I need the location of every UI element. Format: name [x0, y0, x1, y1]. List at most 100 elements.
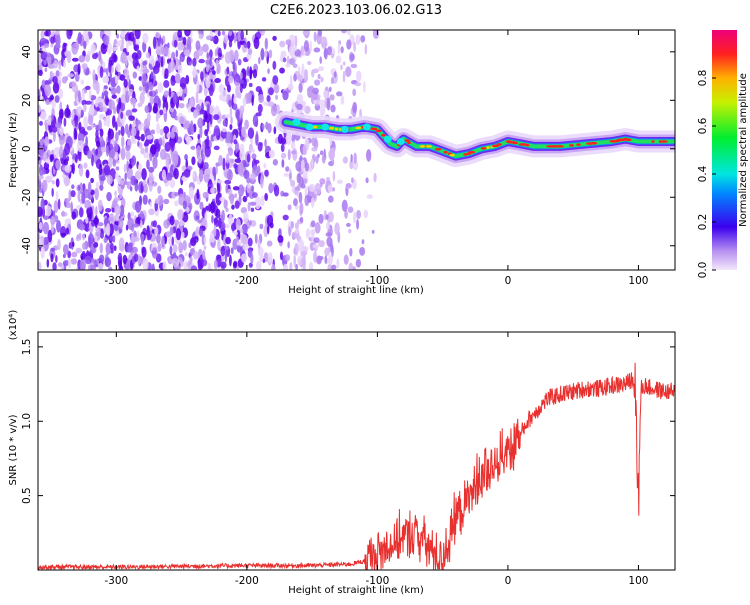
noise-speckle — [302, 168, 308, 182]
noise-speckle — [236, 241, 242, 246]
noise-speckle — [348, 262, 354, 270]
noise-speckle — [234, 200, 240, 209]
noise-speckle — [103, 237, 108, 244]
noise-speckle — [349, 159, 354, 170]
noise-speckle — [317, 37, 323, 42]
ridge-peak — [449, 153, 455, 157]
noise-speckle — [78, 223, 86, 231]
noise-speckle — [239, 246, 243, 257]
noise-speckle — [130, 97, 137, 106]
noise-speckle — [98, 163, 103, 176]
noise-speckle — [123, 67, 130, 78]
noise-speckle — [319, 104, 326, 117]
noise-speckle — [38, 43, 41, 51]
noise-speckle — [233, 95, 237, 105]
noise-speckle — [324, 255, 328, 264]
noise-speckle — [324, 47, 328, 60]
noise-speckle — [150, 129, 156, 135]
noise-speckle — [347, 206, 354, 214]
noise-speckle — [49, 95, 55, 101]
bottom-x-axis-label: Height of straight line (km) — [288, 585, 424, 596]
noise-speckle — [179, 86, 183, 98]
noise-speckle — [39, 120, 43, 126]
noise-speckle — [183, 168, 191, 178]
noise-speckle — [152, 65, 160, 75]
noise-speckle — [268, 87, 274, 96]
noise-speckle — [78, 163, 84, 177]
noise-speckle — [260, 171, 264, 184]
noise-speckle — [51, 126, 58, 133]
noise-speckle — [97, 199, 103, 212]
noise-speckle — [165, 156, 170, 170]
noise-speckle — [43, 236, 49, 245]
noise-speckle — [327, 211, 334, 223]
noise-speckle — [121, 37, 125, 50]
noise-speckle — [116, 85, 121, 94]
noise-speckle — [298, 82, 303, 93]
noise-speckle — [317, 66, 324, 72]
noise-speckle — [292, 148, 298, 161]
noise-speckle — [192, 66, 197, 79]
noise-speckle — [137, 123, 143, 131]
noise-speckle — [208, 83, 214, 97]
noise-speckle — [126, 40, 133, 46]
noise-speckle — [302, 246, 309, 251]
noise-speckle — [281, 159, 285, 168]
noise-speckle — [255, 86, 262, 93]
noise-speckle — [91, 153, 94, 167]
noise-speckle — [48, 125, 53, 133]
noise-speckle — [56, 219, 62, 233]
ridge-blob — [321, 123, 330, 131]
bottom-x-tick-label: -100 — [365, 575, 389, 587]
noise-speckle — [177, 30, 183, 38]
noise-speckle — [43, 161, 50, 171]
noise-speckle — [81, 191, 86, 204]
noise-speckle — [246, 176, 251, 184]
noise-speckle — [327, 195, 334, 203]
noise-speckle — [109, 236, 113, 241]
noise-speckle — [95, 206, 98, 216]
noise-speckle — [146, 227, 151, 240]
noise-speckle — [108, 60, 112, 73]
top-y-tick-label: 0 — [21, 145, 33, 152]
noise-speckle — [100, 146, 107, 153]
noise-speckle — [164, 68, 169, 79]
noise-speckle — [353, 152, 357, 165]
noise-speckle — [157, 55, 162, 64]
noise-speckle — [349, 53, 355, 61]
noise-speckle — [41, 179, 48, 193]
noise-speckle — [169, 139, 176, 148]
noise-speckle — [308, 261, 314, 270]
noise-speckle — [104, 95, 109, 105]
noise-speckle — [212, 70, 216, 75]
noise-speckle — [224, 179, 232, 185]
noise-speckle — [82, 242, 86, 250]
noise-speckle — [364, 43, 368, 55]
noise-speckle — [67, 250, 72, 259]
noise-speckle — [294, 222, 299, 230]
noise-speckle — [186, 36, 192, 50]
noise-speckle — [157, 185, 162, 194]
noise-speckle — [352, 159, 359, 171]
noise-speckle — [190, 237, 197, 247]
noise-speckle — [267, 123, 272, 134]
noise-speckle — [371, 229, 375, 234]
noise-speckle — [293, 73, 297, 82]
noise-speckle — [195, 215, 200, 220]
noise-speckle — [240, 126, 246, 138]
noise-speckle — [340, 64, 343, 71]
noise-speckle — [314, 79, 321, 86]
noise-speckle — [103, 164, 111, 176]
noise-speckle — [247, 237, 253, 247]
noise-speckle — [277, 234, 284, 243]
noise-speckle — [45, 205, 52, 217]
noise-speckle — [140, 58, 144, 69]
noise-speckle — [187, 259, 191, 270]
noise-speckle — [80, 79, 85, 85]
noise-speckle — [336, 91, 343, 97]
noise-speckle — [264, 49, 268, 58]
noise-speckle — [177, 209, 184, 221]
noise-speckle — [99, 242, 104, 254]
bottom-y-multiplier: (x10⁴) — [8, 310, 19, 341]
noise-speckle — [234, 158, 242, 164]
